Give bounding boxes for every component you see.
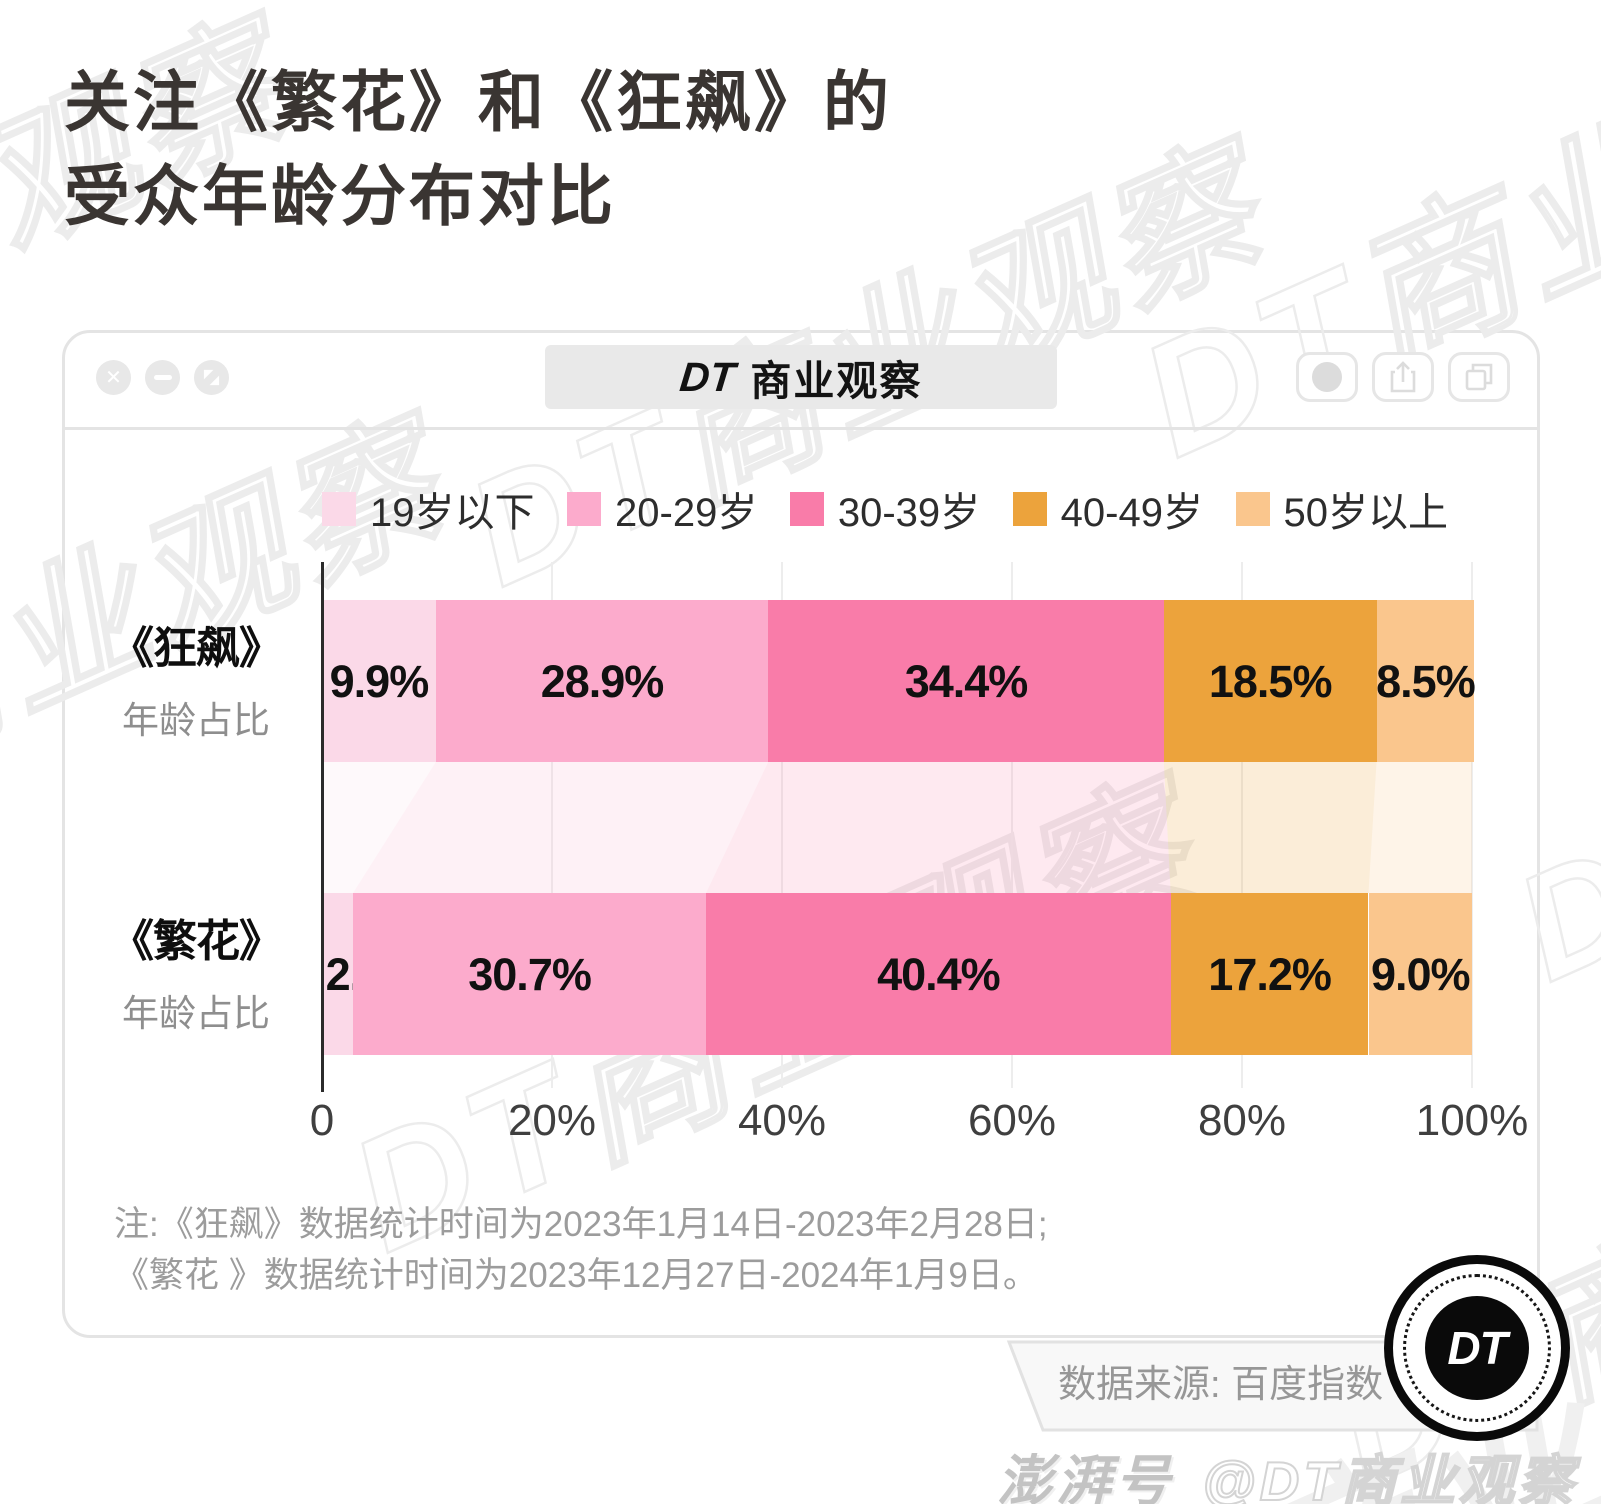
legend-item: 19岁以下 (322, 480, 535, 538)
bar-segment-20-29岁 (435, 600, 769, 762)
segment-value-label: 8.5% (1376, 656, 1476, 707)
flow-ribbon (706, 762, 1171, 893)
minimize-icon (153, 375, 172, 380)
close-icon: ✕ (105, 367, 122, 389)
share-button[interactable] (1372, 352, 1434, 402)
bar-segment-50岁以上 (1368, 893, 1472, 1055)
flow-ribbon (1368, 762, 1472, 893)
legend-item: 50岁以上 (1235, 480, 1449, 538)
share-icon (1390, 361, 1416, 393)
segment-value-label: 34.4% (904, 656, 1029, 707)
series-subtitle: 年龄占比 (122, 993, 270, 1034)
x-tick-label: 100% (1415, 1096, 1529, 1145)
footnote: 注:《狂飙》数据统计时间为2023年1月14日-2023年2月28日; 《繁花 》… (114, 1205, 1048, 1295)
segment-value-label: 30.7% (468, 949, 592, 1000)
gridline (1471, 562, 1473, 1088)
fullscreen-icon (203, 369, 220, 386)
legend: 19岁以下 20-29岁 30-39岁 40-49岁 50岁以上 (322, 480, 1448, 538)
segment-value-label: 18.5% (1208, 656, 1333, 707)
legend-item: 20-29岁 (567, 480, 757, 538)
series-name: 《狂飙》 (110, 624, 283, 673)
brand-watermark: 观察 (0, 1496, 227, 1504)
bar-segment-19岁以下 (322, 893, 354, 1055)
bar-segment-50岁以上 (1376, 600, 1475, 762)
segment-value-label: 9.9% (329, 656, 430, 707)
bar-fanhua: 2.7%30.7%40.4%17.2%9.0% (322, 893, 1472, 1055)
record-icon (1312, 362, 1342, 392)
segment-value-label: 40.4% (877, 949, 1001, 1000)
platform-credit: 澎湃号 @DT商业观察 (997, 1436, 1577, 1504)
bar-segment-40-49岁 (1163, 600, 1377, 762)
legend-swatch (1235, 492, 1270, 526)
series-label-fanhua: 《繁花》 年龄占比 (80, 905, 312, 1037)
flow-ribbon (353, 762, 769, 893)
gridline (781, 562, 783, 1088)
legend-swatch (567, 492, 602, 526)
bar-segment-40-49岁 (1170, 893, 1369, 1055)
copy-button[interactable] (1448, 352, 1510, 402)
copy-icon (1465, 363, 1493, 391)
data-source: 数据来源: 百度指数 (1058, 1364, 1384, 1406)
fullscreen-button[interactable] (194, 360, 229, 395)
legend-label: 50岁以上 (1283, 491, 1449, 535)
publisher-watermark: 澎湃号 (997, 1450, 1175, 1504)
page-title: 关注《繁花》和《狂飙》的 受众年龄分布对比 (64, 65, 892, 233)
segment-value-label: 17.2% (1208, 949, 1332, 1000)
gridline (1011, 562, 1013, 1088)
legend-label: 40-49岁 (1060, 491, 1203, 535)
x-tick-label: 20% (507, 1096, 597, 1145)
x-tick-label: 0 (309, 1096, 335, 1145)
gridline (1241, 562, 1243, 1088)
legend-item: 40-49岁 (1012, 480, 1203, 538)
segment-value-label: 9.0% (1370, 949, 1471, 1000)
bar-kuangbiao: 9.9% 28.9% 34.4% 18.5% 8.5% (322, 600, 1476, 762)
legend-swatch (789, 492, 824, 526)
minimize-button[interactable] (145, 360, 180, 395)
x-tick-label: 40% (737, 1096, 827, 1145)
brand-name: 商业观察 (750, 358, 923, 404)
legend-item: 30-39岁 (789, 480, 981, 538)
window-header-divider (65, 427, 1537, 430)
legend-label: 30-39岁 (837, 491, 981, 535)
window-title-badge: DT 商业观察 (545, 345, 1057, 409)
series-name: 《繁花》 (110, 917, 283, 966)
dt-logo: DT (1384, 1255, 1570, 1441)
bar-segment-30-39岁 (768, 600, 1164, 762)
plot-area: 9.9%28.9%34.4%18.5%8.5% 2.7%30.7%40.4%17… (310, 562, 1528, 1145)
legend-label: 19岁以下 (370, 491, 535, 535)
window-actions (1296, 352, 1510, 402)
series-subtitle: 年龄占比 (122, 700, 270, 741)
legend-swatch (1012, 492, 1047, 526)
flow-ribbon (322, 762, 436, 893)
record-button[interactable] (1296, 352, 1358, 402)
window-controls: ✕ (96, 360, 229, 395)
x-tick-label: 80% (1197, 1096, 1287, 1145)
legend-swatch (322, 492, 356, 526)
dt-logo-disc: DT (1425, 1296, 1529, 1400)
bar-segment-19岁以下 (322, 600, 436, 762)
close-button[interactable]: ✕ (96, 360, 131, 395)
flow-ribbon (1163, 762, 1377, 893)
flow-ribbons (322, 762, 1472, 893)
series-label-kuangbiao: 《狂飙》 年龄占比 (80, 612, 312, 744)
gridline (551, 562, 553, 1088)
account-watermark: @DT商业观察 (1201, 1449, 1577, 1504)
y-axis-line (321, 562, 324, 1092)
segment-value-label: 28.9% (540, 656, 665, 707)
legend-label: 20-29岁 (615, 491, 758, 535)
dt-logo-text: DT (677, 353, 737, 400)
dt-logo-dotted-ring: DT (1403, 1274, 1551, 1422)
bar-segment-20-29岁 (353, 893, 707, 1055)
bar-segment-30-39岁 (706, 893, 1171, 1055)
x-tick-label: 60% (967, 1096, 1057, 1145)
